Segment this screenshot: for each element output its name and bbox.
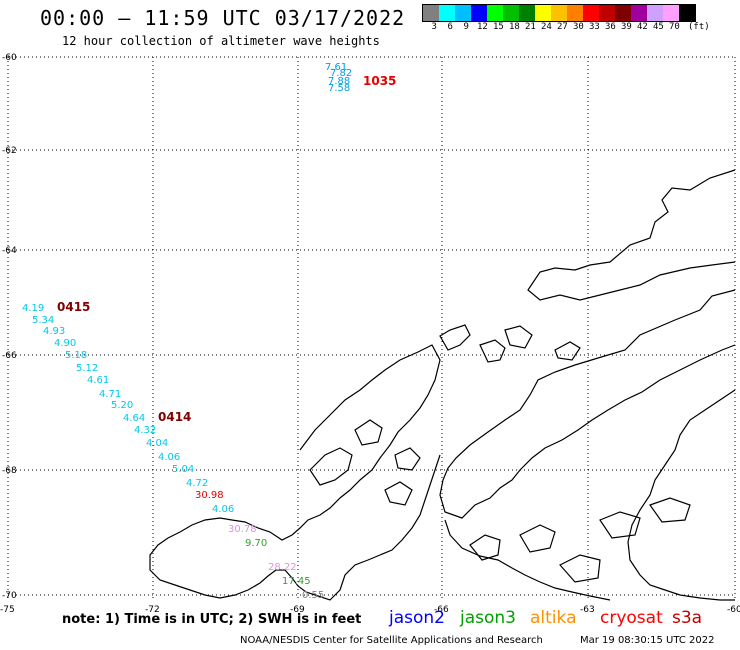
observation-time-label: 0415	[57, 300, 90, 314]
coastline-islands-north	[439, 324, 581, 363]
graticule	[7, 56, 736, 600]
wave-height-value: 7.58	[328, 83, 350, 94]
wave-height-value: 5.04	[172, 464, 194, 475]
latitude-label: -60	[2, 53, 17, 63]
scale-swatch	[439, 5, 455, 21]
scale-label: 42	[637, 22, 648, 32]
wave-height-value: 0.55	[302, 590, 324, 601]
wave-height-value: 30.98	[195, 490, 224, 501]
scale-swatch	[535, 5, 551, 21]
wave-height-value: 4.64	[123, 413, 145, 424]
wave-height-value: 30.78	[228, 524, 257, 535]
scale-swatch	[503, 5, 519, 21]
wave-height-observations: 7.617.827.887.58 1035 4.19 04155.344.934.90…	[22, 62, 396, 601]
wave-height-value: 4.61	[87, 375, 109, 386]
scale-label: 33	[589, 22, 600, 32]
scale-swatch	[423, 5, 439, 21]
scale-label: 9	[463, 22, 469, 32]
wave-height-value: 4.71	[99, 389, 121, 400]
credit-line: NOAA/NESDIS Center for Satellite Applica…	[240, 635, 543, 646]
wave-height-value: 4.90	[54, 338, 76, 349]
scale-label: 24	[541, 22, 552, 32]
scale-swatch	[599, 5, 615, 21]
scale-swatch	[455, 5, 471, 21]
scale-swatch	[647, 5, 663, 21]
satellite-legend-entry: altika	[530, 608, 577, 628]
scale-label: 45	[653, 22, 664, 32]
scale-swatch	[551, 5, 567, 21]
wave-height-value: 4.32	[134, 425, 156, 436]
longitude-label: -63	[580, 605, 595, 615]
scale-swatch	[583, 5, 599, 21]
wave-height-value: 4.06	[212, 504, 234, 515]
satellite-legend-entry: cryosat	[600, 608, 663, 628]
scale-swatch	[487, 5, 503, 21]
observation-time-label: 0414	[158, 410, 191, 424]
scale-label: (ft)	[688, 22, 710, 32]
wave-height-value: 4.04	[146, 438, 168, 449]
credit-timestamp: Mar 19 08:30:15 UTC 2022	[580, 635, 715, 646]
wave-height-value: 7.61	[325, 62, 347, 73]
scale-swatch	[519, 5, 535, 21]
wave-height-value: 7.82	[330, 68, 352, 79]
scale-label: 36	[605, 22, 616, 32]
scale-swatch	[679, 5, 695, 21]
scale-label: 6	[447, 22, 453, 32]
scale-swatch	[567, 5, 583, 21]
satellite-legend-entry: jason2	[389, 608, 445, 628]
wave-height-value: 4.19	[22, 303, 44, 314]
scale-swatch	[631, 5, 647, 21]
longitude-label: -66	[434, 605, 449, 615]
wave-height-value: 5.18	[65, 350, 87, 361]
latitude-label: -64	[2, 246, 17, 256]
scale-swatch	[615, 5, 631, 21]
wave-height-value: 4.06	[158, 452, 180, 463]
coastline-mainland-west	[149, 344, 441, 601]
longitude-label: -60	[727, 605, 740, 615]
wave-height-value: 5.20	[111, 400, 133, 411]
wave-height-value: 5.34	[32, 315, 54, 326]
axis-labels: -60 -62 -64 -66 -68 -70 -75 -72 -69 -66 -63 -60	[0, 53, 740, 615]
coastline-islands-east	[469, 497, 691, 583]
wave-height-value: 4.93	[43, 326, 65, 337]
longitude-label: -75	[0, 605, 15, 615]
wave-height-value: 9.70	[245, 538, 267, 549]
scale-swatch	[471, 5, 487, 21]
latitude-label: -66	[2, 351, 17, 361]
coastline-islands-mid	[309, 419, 421, 506]
coastline	[149, 169, 736, 601]
coastline-peninsula	[439, 169, 736, 519]
longitude-label: -72	[145, 605, 160, 615]
map-title: 00:00 – 11:59 UTC 03/17/2022	[40, 6, 406, 30]
coastline-eastern-landmass	[627, 389, 736, 601]
longitude-label: -69	[290, 605, 305, 615]
satellite-legend-entry: jason3	[460, 608, 516, 628]
wave-height-value: 4.72	[186, 478, 208, 489]
latitude-label: -68	[2, 466, 17, 476]
scale-label: 70	[669, 22, 680, 32]
coastline-southern-shelf	[444, 519, 611, 601]
scale-label: 39	[621, 22, 632, 32]
scale-label: 3	[431, 22, 437, 32]
wave-height-value: 17.45	[282, 576, 311, 587]
scale-label: 12	[477, 22, 488, 32]
latitude-label: -70	[2, 591, 17, 601]
scale-label: 18	[509, 22, 520, 32]
scale-label: 21	[525, 22, 536, 32]
satellite-legend-entry: s3a	[672, 608, 703, 628]
footnote: note: 1) Time is in UTC; 2) SWH is in fe…	[62, 612, 362, 627]
wave-height-value: 7.88	[328, 76, 350, 87]
scale-label: 27	[557, 22, 568, 32]
scale-label: 15	[493, 22, 504, 32]
wave-height-value: 28.22	[268, 562, 297, 573]
wave-height-color-scale	[422, 4, 696, 22]
wave-height-value: 5.12	[76, 363, 98, 374]
latitude-label: -62	[2, 146, 17, 156]
observation-time-label: 1035	[363, 74, 396, 88]
scale-label: 30	[573, 22, 584, 32]
map-subtitle: 12 hour collection of altimeter wave hei…	[62, 34, 380, 48]
scale-swatch	[663, 5, 679, 21]
